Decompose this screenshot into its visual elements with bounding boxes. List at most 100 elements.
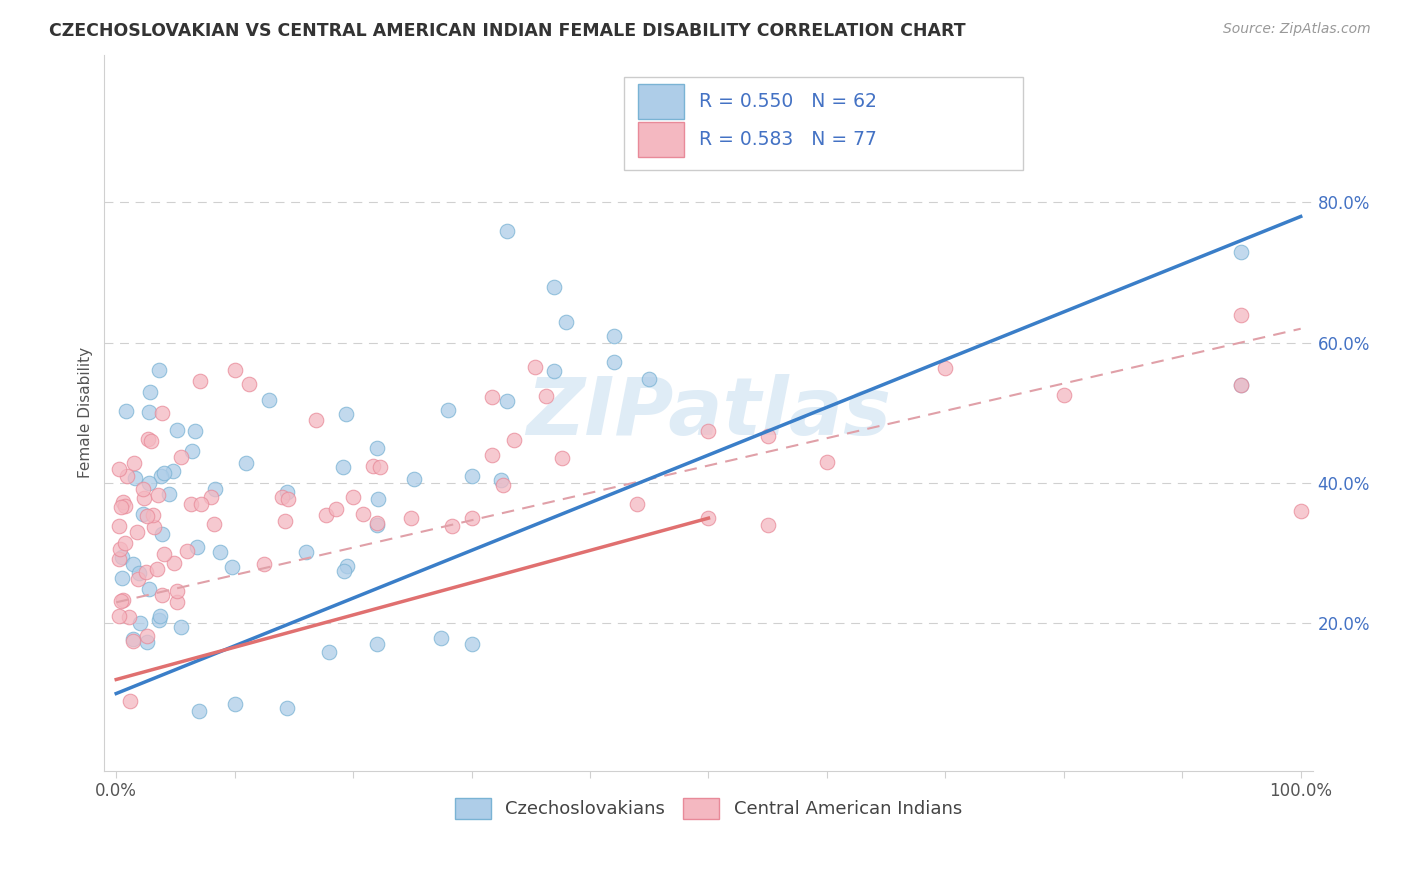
Point — [184, 424, 207, 438]
Point — [274, 514, 297, 528]
Point — [756, 518, 779, 533]
Point — [148, 613, 170, 627]
Point — [555, 315, 578, 329]
Point — [107, 552, 129, 566]
FancyBboxPatch shape — [624, 77, 1022, 169]
Point — [114, 500, 136, 514]
Point — [481, 449, 503, 463]
Point — [124, 457, 146, 471]
Point — [492, 478, 515, 492]
Point — [176, 544, 198, 558]
Point — [543, 364, 565, 378]
Point — [496, 394, 519, 409]
Point — [146, 562, 169, 576]
Point — [111, 550, 134, 565]
Point — [253, 557, 276, 571]
Point — [166, 423, 188, 437]
Point — [108, 519, 131, 533]
Point — [150, 527, 173, 541]
Point — [166, 595, 188, 609]
Text: R = 0.583   N = 77: R = 0.583 N = 77 — [699, 130, 877, 149]
Point — [127, 524, 149, 539]
Point — [550, 451, 572, 466]
Point — [366, 518, 388, 533]
Point — [188, 704, 211, 718]
Point — [602, 328, 624, 343]
Point — [276, 484, 298, 499]
Text: R = 0.550   N = 62: R = 0.550 N = 62 — [699, 92, 877, 112]
Point — [128, 566, 150, 580]
Point — [1230, 377, 1253, 392]
Point — [756, 429, 779, 443]
Point — [118, 610, 141, 624]
Bar — [638, 85, 685, 119]
Point — [336, 559, 359, 574]
Point — [440, 519, 463, 533]
Point — [186, 540, 208, 554]
Point — [166, 584, 188, 599]
Point — [127, 572, 149, 586]
Point — [143, 520, 166, 534]
Point — [370, 460, 392, 475]
Point — [150, 406, 173, 420]
Point — [934, 361, 956, 376]
Point — [235, 457, 257, 471]
Point — [361, 459, 384, 474]
Point — [138, 432, 160, 446]
Point — [110, 500, 132, 515]
Point — [190, 374, 212, 388]
Point — [430, 631, 453, 645]
Point — [352, 507, 374, 521]
Point — [141, 434, 163, 448]
Point — [1230, 377, 1253, 392]
Point — [138, 475, 160, 490]
Point — [136, 508, 159, 523]
Point — [148, 487, 170, 501]
Point — [209, 545, 232, 559]
Point — [115, 404, 138, 418]
Point — [108, 542, 131, 557]
Point — [200, 490, 222, 504]
Point — [602, 354, 624, 368]
Point — [437, 403, 460, 417]
Point — [543, 279, 565, 293]
Point — [335, 408, 357, 422]
Point — [138, 405, 160, 419]
Point — [295, 545, 318, 559]
Point — [1053, 388, 1076, 402]
Point — [180, 497, 202, 511]
Point — [142, 508, 165, 522]
Point — [150, 469, 173, 483]
Point — [112, 593, 135, 607]
Point — [170, 450, 193, 464]
Point — [121, 557, 143, 571]
Point — [138, 582, 160, 596]
Point — [626, 497, 648, 511]
Point — [460, 469, 482, 483]
Point — [697, 511, 720, 525]
Point — [366, 441, 388, 455]
Point — [129, 616, 152, 631]
Point — [524, 359, 547, 374]
Point — [460, 511, 482, 525]
Point — [202, 517, 225, 532]
Point — [489, 473, 512, 487]
Point — [135, 629, 157, 643]
Point — [148, 363, 170, 377]
Point — [1230, 244, 1253, 259]
Text: CZECHOSLOVAKIAN VS CENTRAL AMERICAN INDIAN FEMALE DISABILITY CORRELATION CHART: CZECHOSLOVAKIAN VS CENTRAL AMERICAN INDI… — [49, 22, 966, 40]
Point — [110, 594, 132, 608]
Point — [135, 565, 157, 579]
Point — [157, 487, 180, 501]
Point — [638, 372, 661, 386]
Point — [271, 490, 294, 504]
Bar — [638, 122, 685, 157]
Point — [305, 413, 328, 427]
Point — [124, 471, 146, 485]
Point — [318, 645, 340, 659]
Point — [332, 564, 354, 578]
Point — [460, 637, 482, 651]
Point — [122, 632, 145, 646]
Point — [366, 637, 388, 651]
Point — [697, 425, 720, 439]
